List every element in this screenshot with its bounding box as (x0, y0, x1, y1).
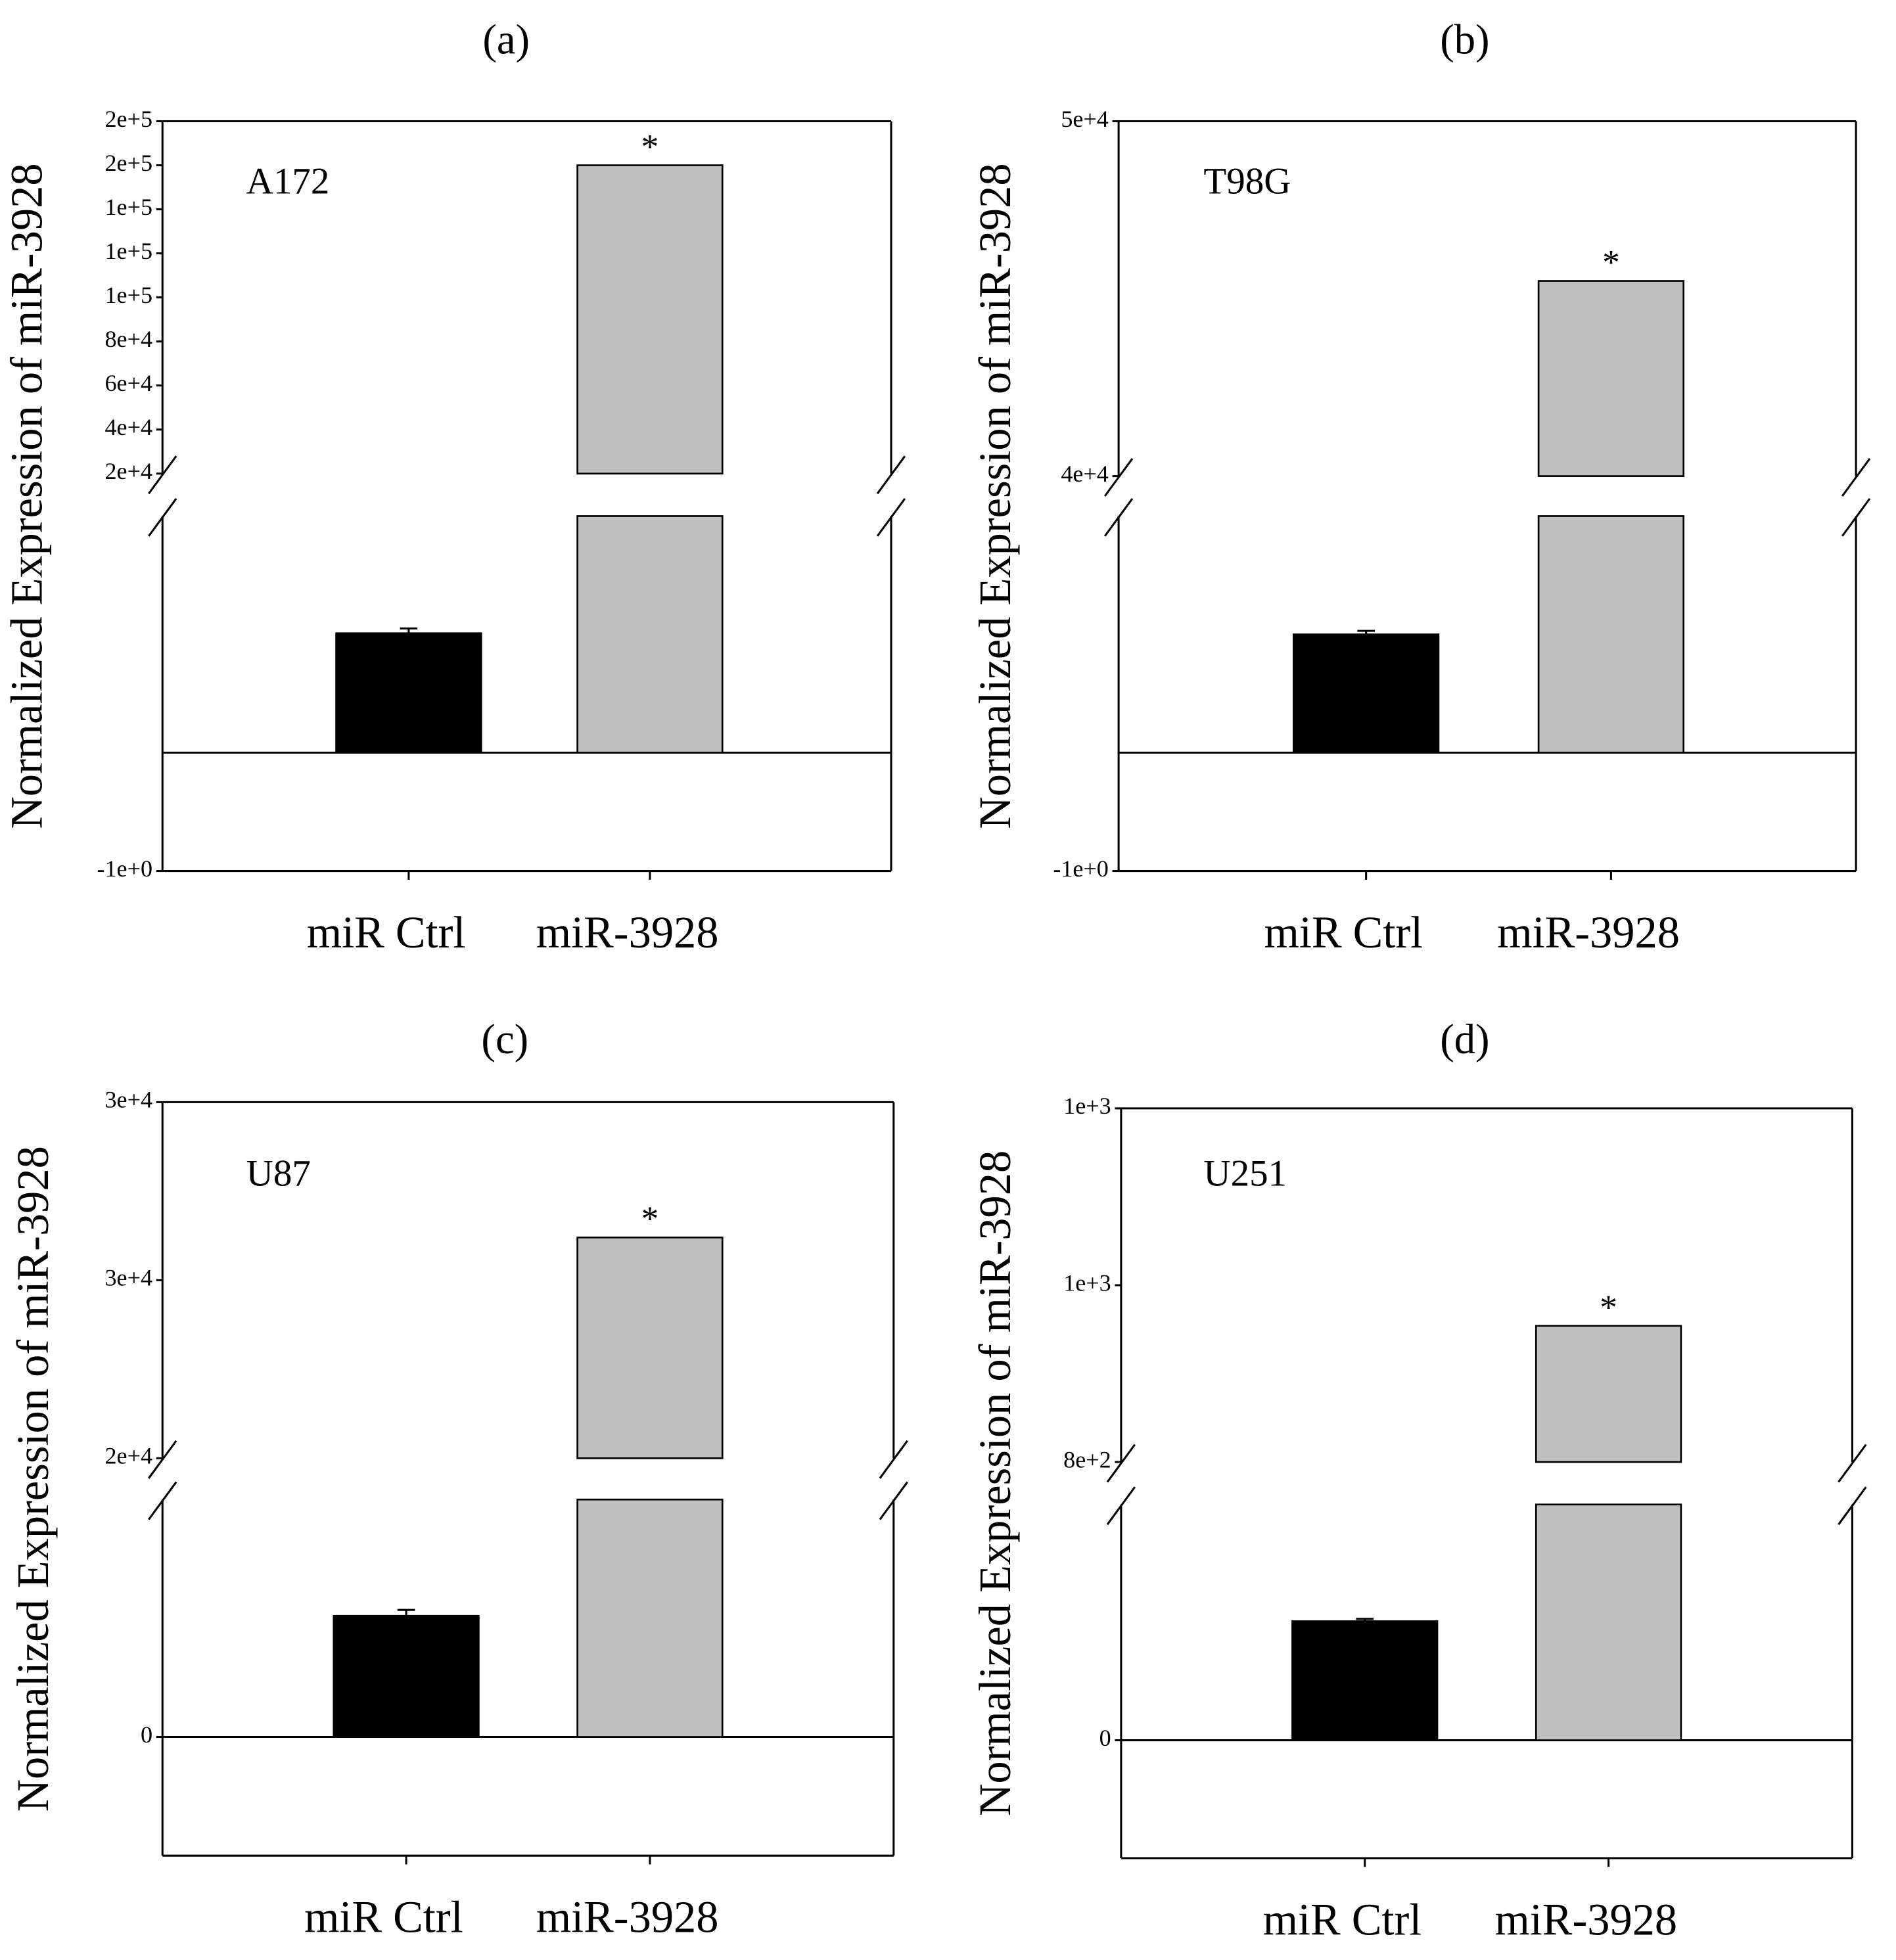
x-tick-label: miR Ctrl (307, 907, 466, 957)
panel-title: (b) (1440, 15, 1489, 62)
axis-break (1103, 497, 1134, 537)
y-tick-label: 5e+4 (1061, 106, 1109, 132)
axis-break (876, 497, 906, 537)
bar-lower (1537, 515, 1685, 754)
bar (335, 632, 482, 754)
y-tick-label: 2e+4 (104, 1443, 152, 1469)
axis-break (1106, 1486, 1136, 1526)
y-tick-label: 1e+5 (104, 194, 152, 220)
bar-lower (576, 1498, 724, 1738)
axis-break (148, 1481, 177, 1520)
x-tick-label: miR Ctrl (1263, 1894, 1422, 1944)
x-tick-label: miR Ctrl (304, 1892, 463, 1942)
bar (333, 1614, 480, 1738)
significance-label: * (1600, 1288, 1617, 1327)
bar-lower (1535, 1503, 1682, 1741)
y-tick-label: 0 (1099, 1725, 1111, 1751)
panel-title: (d) (1440, 1015, 1489, 1062)
axis-break (1838, 1444, 1867, 1483)
x-tick-label: miR Ctrl (1264, 907, 1423, 957)
y-tick-label: 8e+2 (1063, 1446, 1111, 1472)
axis-break (1106, 1444, 1136, 1483)
y-tick-label: 2e+5 (104, 106, 152, 132)
bar (1291, 1620, 1439, 1741)
x-tick-label: miR-3928 (536, 907, 719, 957)
cell-line-label: U251 (1203, 1153, 1287, 1195)
y-tick-label: 2e+5 (104, 150, 152, 176)
y-axis-label: Normalized Expression of miR-3928 (1, 163, 51, 829)
significance-label: * (641, 1200, 659, 1239)
axis-break (1838, 1486, 1867, 1526)
significance-label: * (1602, 243, 1620, 282)
panel-title: (a) (482, 15, 530, 62)
y-tick-label: 2e+4 (104, 458, 152, 484)
x-tick-label: miR-3928 (536, 1892, 719, 1942)
bar-upper (1535, 1325, 1682, 1463)
significance-label: * (641, 127, 659, 166)
y-axis-label: Normalized Expression of miR-3928 (970, 1151, 1020, 1816)
y-tick-label: -1e+0 (97, 855, 152, 882)
axis-break (148, 455, 177, 495)
bar-upper (576, 164, 724, 475)
y-axis-label: Normalized Expression of miR-3928 (970, 163, 1020, 829)
y-tick-label: 4e+4 (104, 414, 152, 440)
axis-break (1841, 497, 1871, 537)
cell-line-label: T98G (1203, 161, 1291, 202)
bar-upper (576, 1237, 724, 1459)
y-tick-label: 8e+4 (104, 326, 152, 352)
x-tick-label: miR-3928 (1497, 907, 1680, 957)
y-tick-label: 6e+4 (104, 370, 152, 396)
axis-break (876, 455, 906, 495)
bar (1293, 633, 1440, 754)
y-tick-label: 3e+4 (104, 1087, 152, 1113)
axis-break (1841, 458, 1871, 497)
axis-break (148, 1440, 177, 1479)
y-tick-label: 1e+5 (104, 282, 152, 308)
axis-break (1103, 458, 1134, 497)
axis-break (879, 1440, 908, 1479)
panel-title: (c) (481, 1015, 528, 1062)
y-axis-label: Normalized Expression of miR-3928 (8, 1146, 58, 1812)
y-tick-label: 1e+3 (1063, 1093, 1111, 1119)
bar-upper (1537, 280, 1685, 477)
y-tick-label: -1e+0 (1053, 855, 1109, 882)
x-tick-label: miR-3928 (1495, 1894, 1678, 1944)
cell-line-label: A172 (246, 161, 330, 202)
axis-break (879, 1481, 908, 1520)
y-tick-label: 3e+4 (104, 1265, 152, 1291)
bar-lower (576, 515, 724, 754)
y-tick-label: 0 (141, 1721, 152, 1748)
y-tick-label: 1e+5 (104, 238, 152, 264)
y-tick-label: 4e+4 (1061, 461, 1109, 487)
axis-break (148, 497, 177, 537)
cell-line-label: U87 (246, 1153, 311, 1195)
y-tick-label: 1e+3 (1063, 1269, 1111, 1296)
